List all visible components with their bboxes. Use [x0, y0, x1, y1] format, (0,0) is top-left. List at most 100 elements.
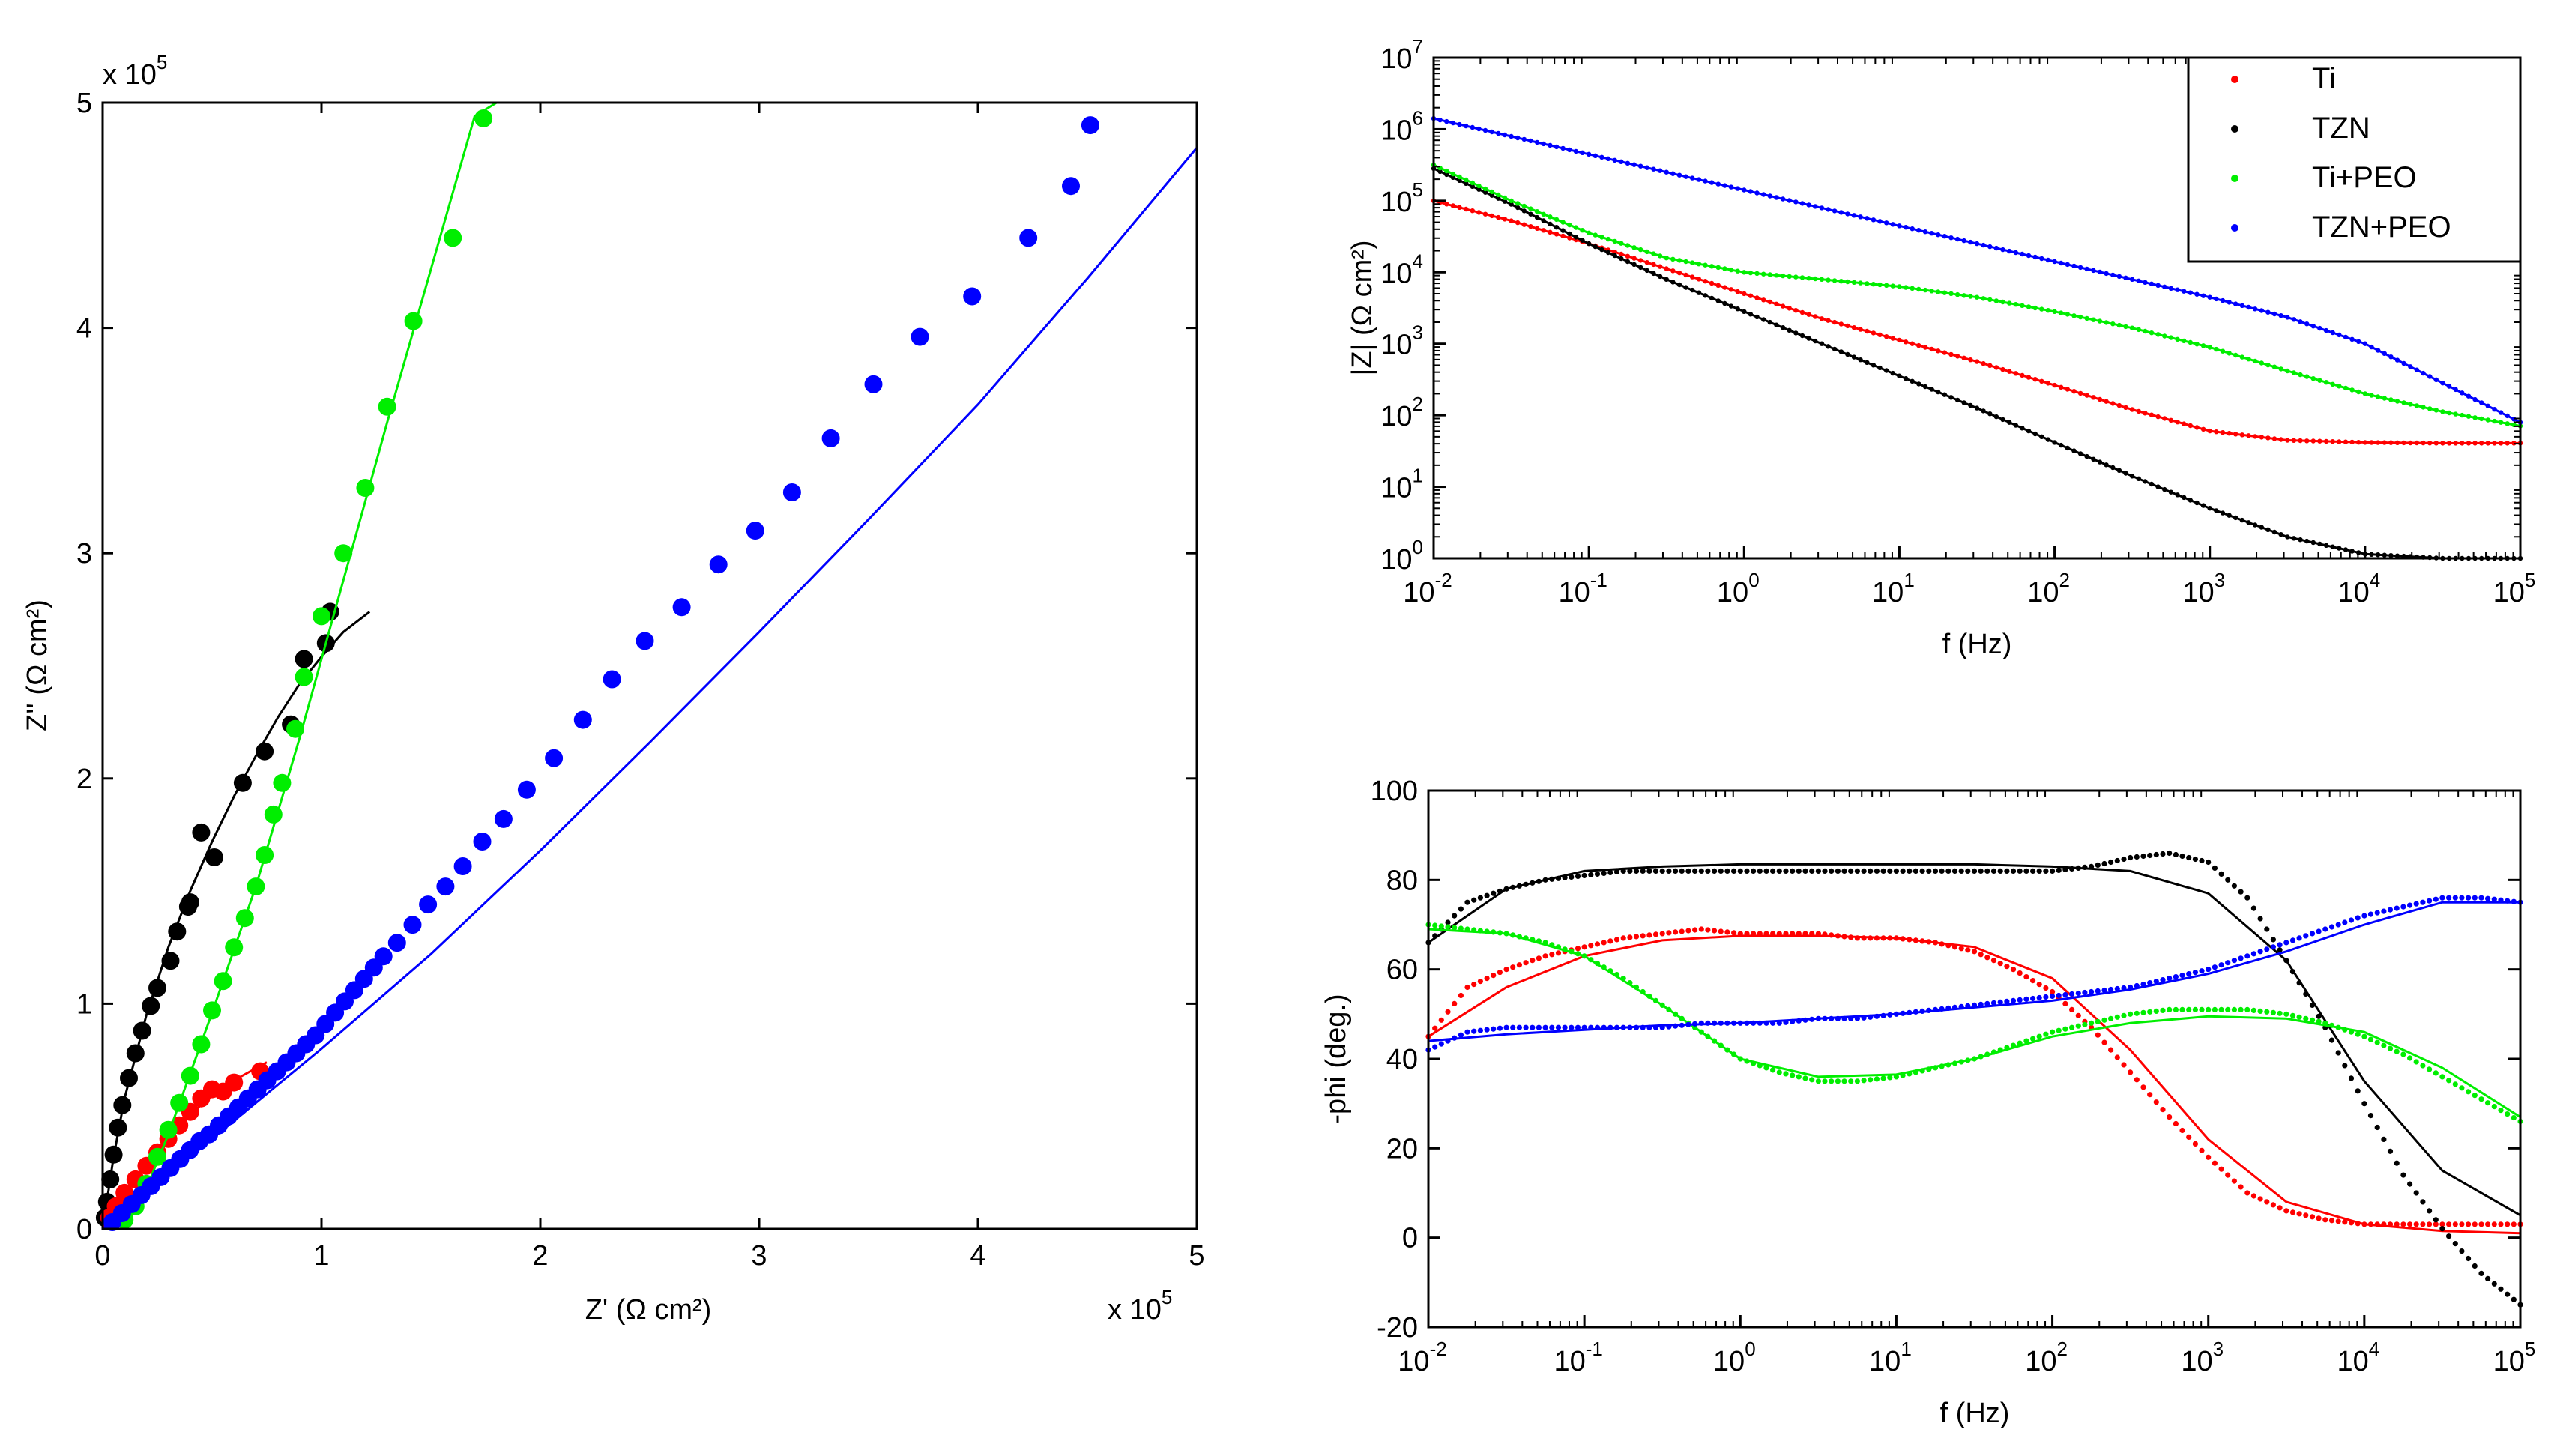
bode-phase-point-ti-plus-peo	[1659, 1002, 1665, 1008]
bode-modulus-point-ti-plus-peo	[1476, 183, 1482, 189]
bode-phase-point-ti-plus-peo	[2225, 1006, 2231, 1012]
bode-phase-point-tzn	[2420, 1199, 2426, 1205]
bode-modulus-point-ti	[2246, 433, 2251, 438]
bode-phase-point-tzn	[1835, 868, 1841, 874]
bode-modulus-point-tzn-plus-peo	[1548, 142, 1553, 148]
bode-modulus-point-tzn	[1877, 365, 1883, 371]
bode-phase-point-ti	[1913, 937, 1918, 943]
bode-modulus-point-tzn	[2375, 552, 2381, 558]
bode-modulus-point-ti-plus-peo	[1470, 180, 1476, 186]
bode-modulus-point-tzn-plus-peo	[1826, 207, 1831, 212]
bode-phase-point-tzn	[2238, 889, 2244, 895]
bode-phase-point-tzn-plus-peo	[1919, 1008, 1925, 1014]
bode-modulus-point-ti	[2129, 407, 2135, 412]
bode-modulus-point-ti	[1910, 341, 1915, 346]
bode-phase-point-tzn	[1978, 868, 1984, 874]
bode-phase-point-tzn-plus-peo	[2413, 901, 2419, 907]
bode-phase-point-tzn-plus-peo	[2381, 908, 2387, 914]
bode-phase-point-tzn-plus-peo	[1997, 999, 2003, 1005]
bode-phase-point-ti	[1907, 937, 1913, 943]
bode-modulus-point-ti-plus-peo	[2394, 399, 2400, 404]
bode-phase-point-tzn	[2361, 1101, 2367, 1107]
nyquist-point-tzn	[120, 1069, 138, 1087]
bode-modulus-point-tzn-plus-peo	[1696, 177, 1702, 182]
bode-modulus-point-ti-plus-peo	[1496, 192, 1501, 198]
bode-modulus-point-ti-plus-peo	[2182, 338, 2187, 344]
bode-modulus-point-ti-plus-peo	[2045, 308, 2051, 313]
bode-phase-point-ti	[2140, 1084, 2146, 1090]
bode-modulus-point-ti-plus-peo	[1670, 256, 1676, 262]
bode-phase-point-tzn	[1633, 868, 1640, 874]
bode-phase-point-ti	[1854, 935, 1860, 941]
bode-phase-point-ti-plus-peo	[1718, 1042, 1724, 1048]
bode-phase-point-tzn-plus-peo	[1893, 1011, 1899, 1017]
bode-modulus-point-ti-plus-peo	[1819, 277, 1825, 282]
bode-modulus-point-tzn	[1910, 378, 1915, 384]
bode-phase-point-ti	[1874, 935, 1880, 941]
nyquist-point-tzn	[192, 823, 211, 842]
bode-phase-point-tzn	[2257, 916, 2263, 922]
bode-phase-point-tzn	[1718, 868, 1724, 874]
bode-modulus-point-tzn	[2097, 459, 2103, 465]
bode-modulus-point-tzn	[1573, 235, 1579, 240]
nyquist-point-ti-plus-peo	[378, 397, 396, 416]
bode-phase-point-ti-plus-peo	[2134, 1010, 2140, 1016]
bode-modulus-point-ti	[1676, 270, 1682, 276]
bode-modulus-point-tzn-plus-peo	[2084, 266, 2089, 272]
bode-modulus-point-ti	[1722, 285, 1727, 290]
bode-modulus-point-tzn-plus-peo	[1761, 192, 1766, 197]
bode-phase-point-ti	[2374, 1221, 2380, 1227]
bode-phase-point-tzn-plus-peo	[1640, 1024, 1646, 1030]
bode-phase-point-ti	[2030, 978, 2036, 984]
bode-phase-point-ti	[1705, 927, 1711, 933]
nyquist-point-tzn	[126, 1044, 145, 1063]
bode-modulus-point-ti-plus-peo	[1482, 186, 1488, 192]
bode-phase-point-tzn	[1581, 872, 1587, 878]
bode-phase-point-tzn-plus-peo	[1705, 1020, 1711, 1026]
bode-modulus-point-ti	[2369, 440, 2374, 445]
bode-phase-point-tzn-plus-peo	[1848, 1015, 1854, 1021]
bode-phase-point-tzn	[2062, 866, 2068, 872]
bode-phase-point-ti-plus-peo	[1984, 1051, 1990, 1057]
bode-modulus-point-ti	[1735, 289, 1740, 294]
bode-phase-point-ti-plus-peo	[2296, 1014, 2302, 1020]
bode-phase-point-ti	[2095, 1032, 2101, 1038]
bode-modulus-point-tzn-plus-peo	[1845, 211, 1850, 217]
bode-phase-point-ti	[1549, 952, 1555, 958]
bode-phase-point-ti-plus-peo	[1698, 1029, 1704, 1035]
bode-modulus-point-ti-plus-peo	[1509, 198, 1514, 204]
bode-modulus-point-ti	[1767, 299, 1772, 305]
bode-modulus-point-tzn	[2084, 453, 2089, 459]
bode-phase-point-ti	[2108, 1047, 2114, 1053]
bode-phase-point-tzn-plus-peo	[1809, 1016, 1815, 1022]
bode-modulus-point-tzn-plus-peo	[1457, 121, 1462, 127]
bode-phase-point-ti-plus-peo	[1874, 1076, 1880, 1082]
bode-modulus-point-ti	[1509, 218, 1514, 223]
bode-phase-point-tzn-plus-peo	[2472, 895, 2478, 901]
bode-modulus-point-ti-plus-peo	[1605, 236, 1611, 242]
bode-modulus-point-ti-plus-peo	[2032, 305, 2038, 311]
bode-phase-fit-ti	[1428, 934, 2521, 1235]
bode-phase-point-ti-plus-peo	[2140, 1009, 2146, 1015]
bode-phase-point-tzn	[1984, 868, 1990, 874]
bode-phase-point-ti	[2179, 1127, 2185, 1134]
bode-modulus-point-tzn	[1476, 187, 1482, 192]
bode-modulus-point-tzn-plus-peo	[2052, 259, 2057, 265]
bode-phase-plot: 10-2 10-1 100 101 102 103 104 105 -20 0 20 40 60 80 10…	[1320, 776, 2535, 1429]
bode-modulus-point-tzn	[2285, 534, 2290, 540]
bode-modulus-point-tzn-plus-peo	[2278, 313, 2283, 318]
bode-modulus-point-ti-plus-peo	[2065, 312, 2070, 317]
bode-phase-point-tzn	[2212, 865, 2218, 871]
bode-phase-point-tzn	[1874, 868, 1880, 874]
bode-modulus-point-tzn-plus-peo	[2375, 348, 2381, 353]
bode-phase-point-ti	[1776, 931, 1782, 937]
bode-phase-point-tzn	[1770, 868, 1776, 874]
bode-phase-point-ti-plus-peo	[1997, 1047, 2003, 1053]
y-tick-label: 0	[1402, 1223, 1418, 1254]
bode-phase-point-ti-plus-peo	[1900, 1072, 1906, 1078]
bode-phase-point-tzn	[1510, 884, 1516, 890]
bode-phase-point-tzn-plus-peo	[1796, 1018, 1802, 1024]
bode-modulus-tick-layer: 10-2 10-1 100 101 102 103 104 105 100 101 102 103 10…	[1380, 35, 2535, 608]
bode-modulus-point-tzn	[1787, 327, 1792, 333]
bode-phase-point-tzn-plus-peo	[2179, 973, 2185, 979]
